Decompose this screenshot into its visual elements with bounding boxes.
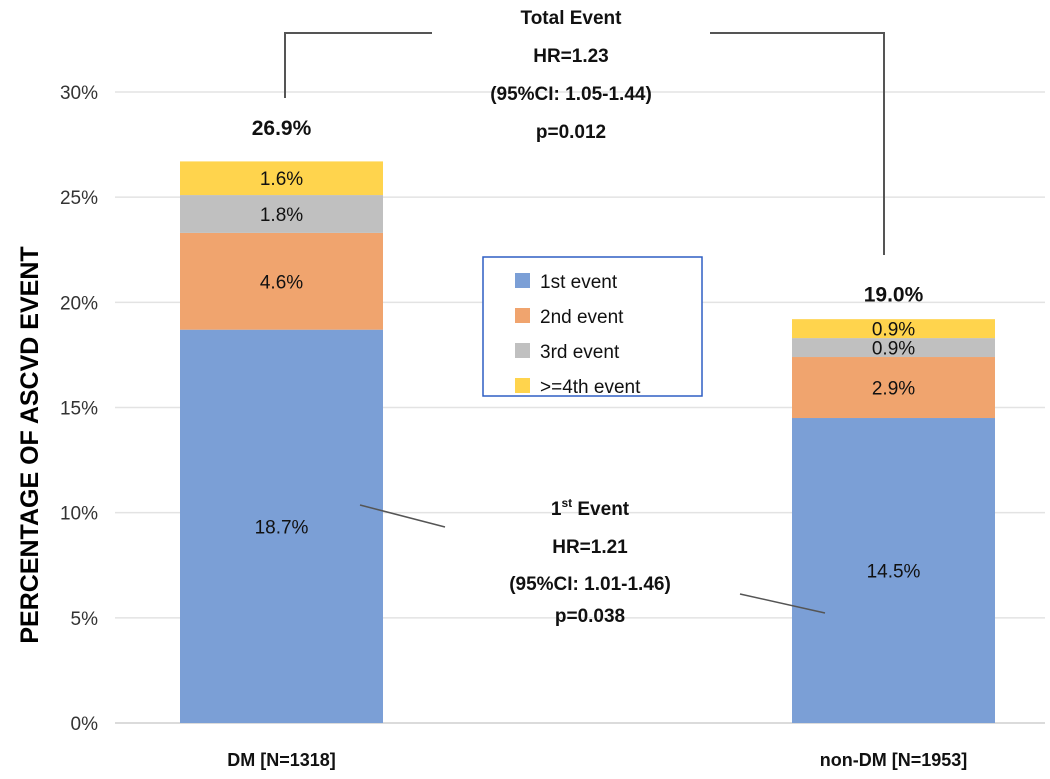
data-label: 0.9% [872, 339, 915, 360]
y-tick-label: 5% [71, 609, 99, 630]
first-event-pointer-left [359, 504, 446, 528]
bar-segment [180, 329, 383, 723]
data-label: 0.9% [872, 320, 915, 341]
y-tick-label: 15% [60, 399, 98, 420]
first-event-pointer-right [739, 593, 826, 614]
data-label: 1.8% [260, 205, 303, 226]
legend-swatch [515, 308, 530, 323]
total-event-bracket-left [284, 32, 432, 98]
legend-label: 2nd event [540, 307, 624, 328]
total-event-bracket-right [710, 32, 885, 255]
bar-segment [792, 418, 995, 723]
legend-swatch [515, 273, 530, 288]
bar-segment [180, 232, 383, 330]
y-tick-label: 25% [60, 188, 98, 209]
bar-segment [792, 357, 995, 419]
bar-segment [792, 319, 995, 339]
x-axis-categories: DM [N=1318] non-DM [N=1953] [227, 750, 967, 770]
bar-segment [180, 195, 383, 233]
data-label: 1.6% [260, 169, 303, 190]
data-label: 4.6% [260, 272, 303, 293]
first-event-ci: (95%CI: 1.01-1.46) [509, 574, 671, 595]
bars: 18.7% 4.6% 1.8% 1.6% 26.9% 14.5% 2.9% 0.9%0.9% 1… [180, 117, 995, 723]
legend-label: >=4th event [540, 377, 641, 398]
total-event-ci: (95%CI: 1.05-1.44) [490, 84, 652, 105]
total-label: 26.9% [252, 117, 312, 140]
total-event-p: p=0.012 [536, 122, 606, 143]
data-label: 18.7% [255, 517, 309, 538]
y-axis-ticks: 0% 5% 10% 15% 20% 25% 30% [60, 83, 98, 735]
legend-label: 1st event [540, 272, 618, 293]
legend: 1st event 2nd event 3rd event >=4th event [482, 256, 703, 398]
bar-segment [792, 338, 995, 358]
total-event-hr: HR=1.23 [533, 46, 609, 67]
legend-swatch [515, 378, 530, 393]
first-event-hr: HR=1.21 [552, 537, 628, 558]
bar-segment [180, 161, 383, 196]
first-event-title: 1st Event [551, 496, 630, 520]
y-tick-label: 0% [71, 714, 99, 735]
y-tick-label: 10% [60, 504, 98, 525]
y-axis-label: PERCENTAGE OF ASCVD EVENT [16, 246, 44, 643]
total-label: 19.0% [864, 283, 924, 306]
x-category-label: non-DM [N=1953] [820, 750, 968, 770]
y-tick-label: 30% [60, 83, 98, 104]
first-event-annotation: 1st Event HR=1.21 (95%CI: 1.01-1.46) p=0… [509, 496, 671, 627]
y-tick-label: 20% [60, 293, 98, 314]
x-category-label: DM [N=1318] [227, 750, 336, 770]
first-event-p: p=0.038 [555, 606, 625, 627]
legend-label: 3rd event [540, 342, 620, 363]
data-label: 2.9% [872, 379, 915, 400]
total-event-title: Total Event [521, 8, 623, 29]
data-label: 14.5% [867, 562, 921, 583]
legend-swatch [515, 343, 530, 358]
total-event-annotation: Total Event HR=1.23 (95%CI: 1.05-1.44) p… [490, 8, 652, 143]
